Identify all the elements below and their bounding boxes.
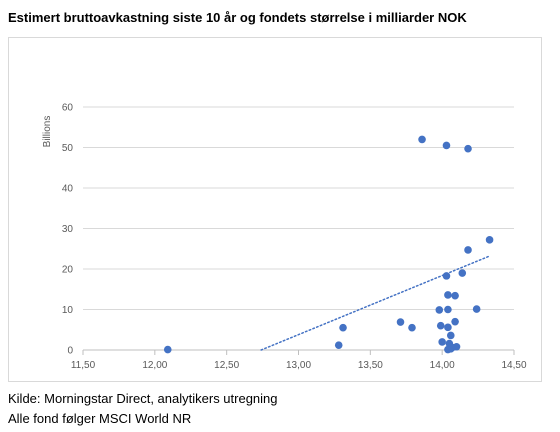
tick-labels: 0 10 20 30 40 50 60 11,50 12,00 12,50 13,00 13,50 14… (42, 103, 527, 372)
x-tick-label: 12,50 (214, 360, 239, 371)
axes (82, 349, 515, 355)
y-tick-label: 0 (67, 346, 73, 357)
data-point (444, 323, 452, 332)
data-point (408, 323, 416, 332)
y-tick-label: 40 (62, 184, 74, 195)
coverage-note: Alle fond følger MSCI World NR (8, 411, 192, 426)
data-point (446, 331, 455, 340)
y-units-label: Billions (42, 116, 53, 148)
y-tick-label: 60 (62, 103, 74, 114)
data-points (163, 135, 494, 354)
data-point (396, 318, 405, 326)
chart-title: Estimert bruttoavkastning siste 10 år og… (8, 10, 467, 25)
data-point (438, 338, 446, 346)
data-point (464, 246, 472, 254)
data-point (442, 141, 451, 150)
x-tick-label: 13,00 (286, 360, 311, 371)
y-tick-label: 50 (62, 143, 74, 154)
data-point (435, 306, 444, 314)
data-point (444, 305, 452, 314)
data-point (436, 321, 445, 330)
data-point (451, 317, 459, 326)
trendline-group (260, 255, 491, 351)
data-point (444, 291, 452, 299)
y-tick-label: 20 (62, 265, 74, 276)
data-point (334, 341, 343, 349)
y-tick-label: 30 (62, 224, 74, 235)
data-point (163, 345, 172, 354)
data-point (451, 291, 459, 300)
data-point (472, 305, 481, 313)
data-point (339, 323, 347, 332)
x-tick-label: 14,00 (430, 360, 455, 371)
gridlines (83, 106, 514, 310)
data-point (452, 342, 461, 351)
x-tick-label: 13,50 (358, 360, 383, 371)
x-tick-label: 14,50 (501, 360, 526, 371)
data-point (464, 144, 472, 153)
data-point (418, 135, 426, 144)
y-tick-label: 10 (62, 305, 74, 316)
trendline (260, 255, 491, 351)
data-point (458, 269, 467, 277)
data-point (442, 272, 451, 280)
x-tick-label: 11,50 (71, 360, 96, 371)
data-point (485, 236, 494, 244)
x-tick-label: 12,00 (142, 360, 167, 371)
source-note: Kilde: Morningstar Direct, analytikers u… (8, 391, 278, 406)
